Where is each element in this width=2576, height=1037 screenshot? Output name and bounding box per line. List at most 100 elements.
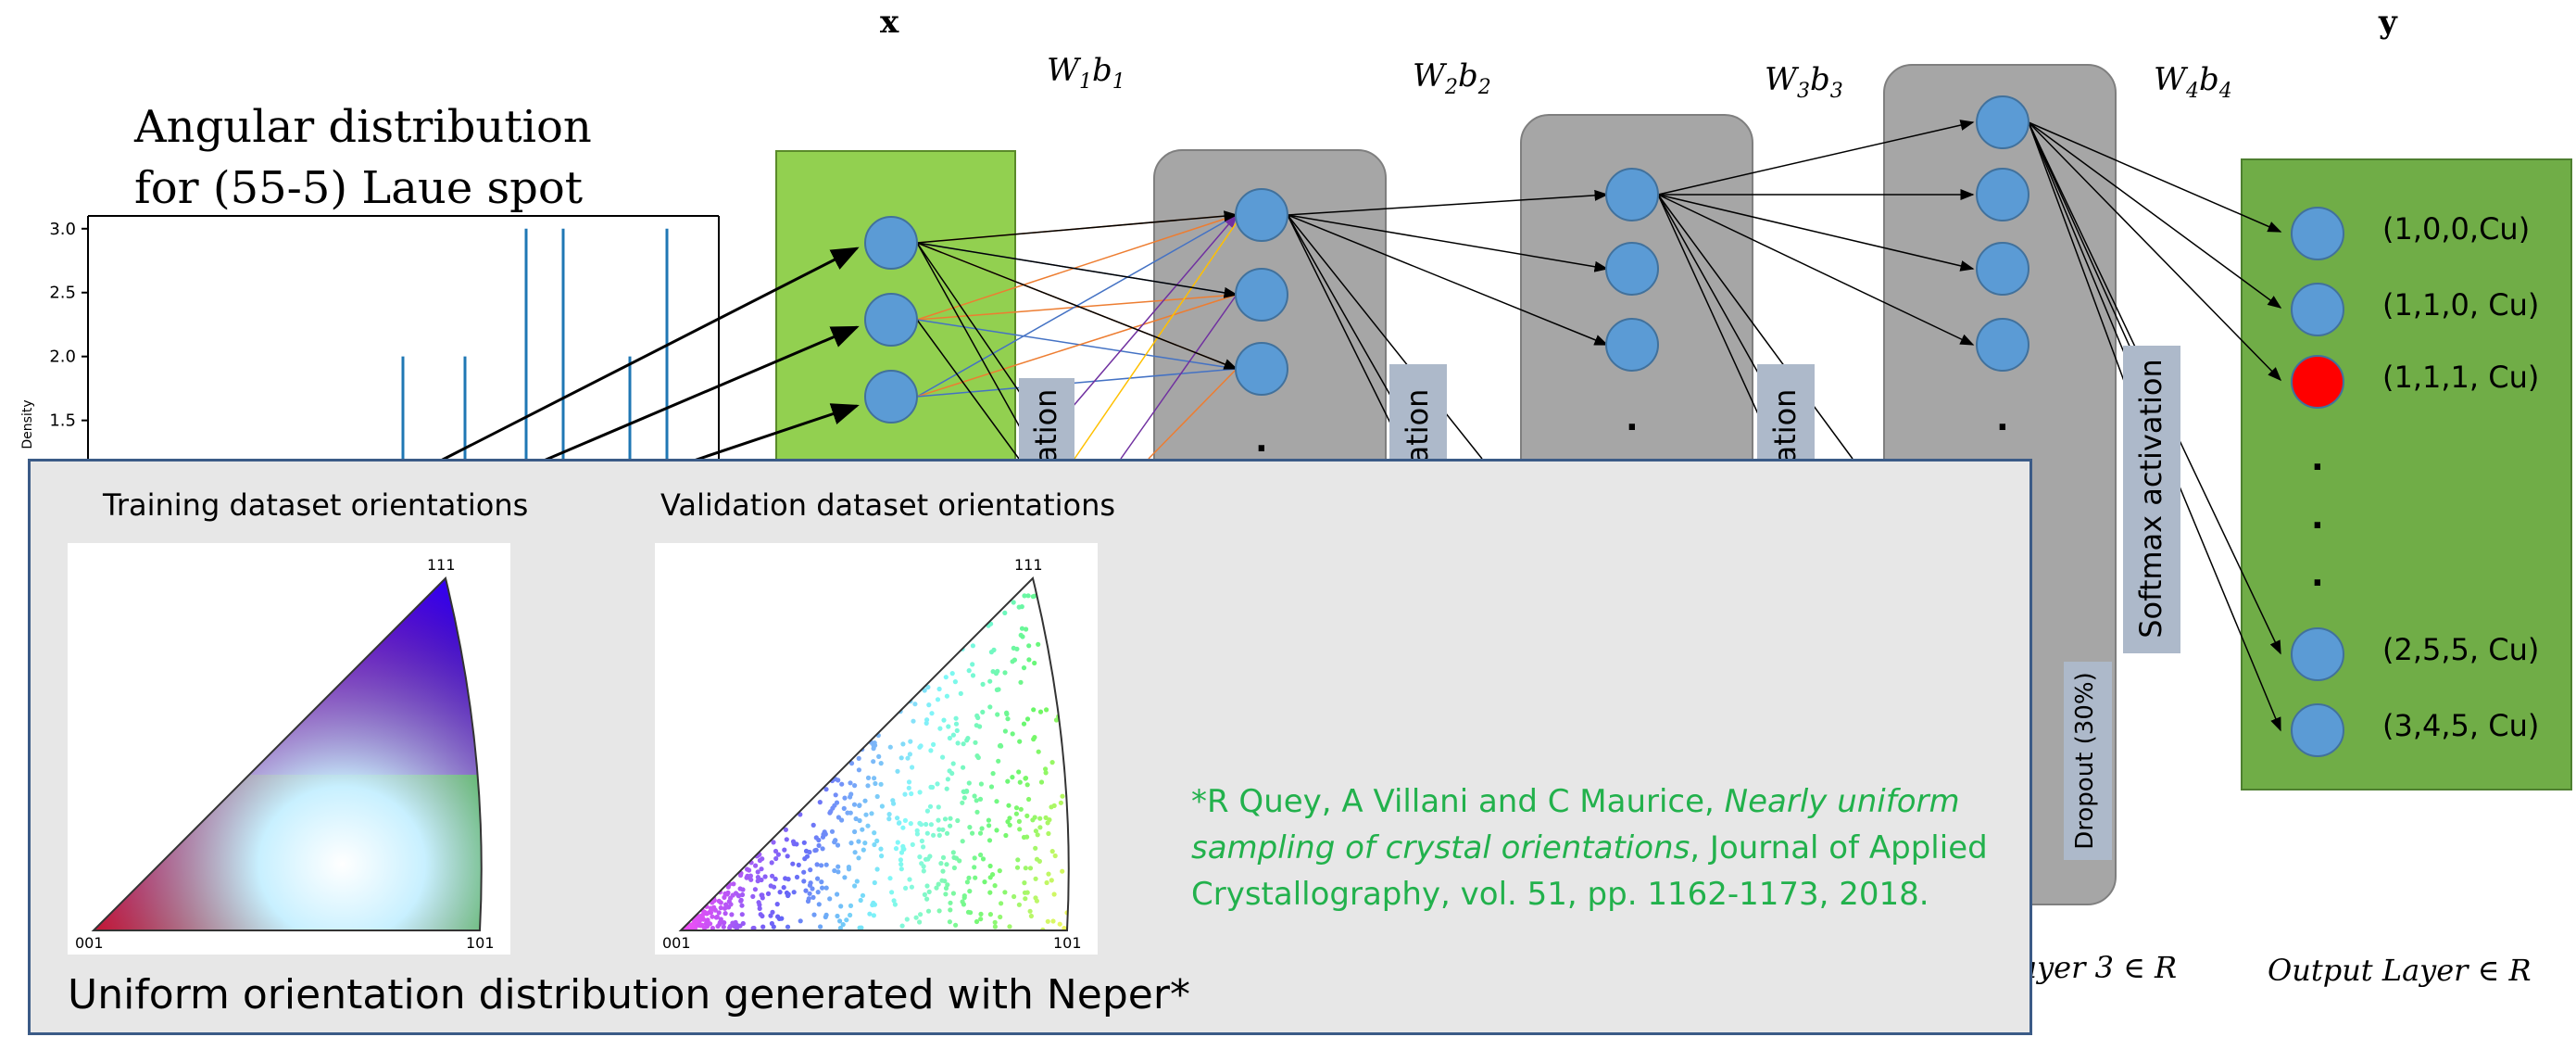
validation-orientation-point <box>906 779 912 785</box>
validation-orientation-point <box>977 796 984 802</box>
layer3-label: ayer 3 ∈ R <box>2019 950 2178 985</box>
hidden-neuron <box>1605 168 1659 221</box>
validation-orientation-point <box>801 879 807 884</box>
validation-orientation-point <box>977 830 984 836</box>
validation-orientation-point <box>1006 803 1012 808</box>
validation-orientation-point <box>755 879 760 884</box>
validation-orientation-point <box>1060 624 1065 629</box>
validation-orientation-point <box>810 894 816 900</box>
validation-orientation-point <box>774 902 780 907</box>
validation-orientation-point <box>987 863 993 869</box>
validation-ipf-triangle <box>678 576 1070 931</box>
hidden-neuron <box>1235 342 1288 396</box>
validation-orientation-point <box>807 891 812 896</box>
validation-orientation-point <box>993 671 999 677</box>
validation-orientation-point <box>785 854 790 859</box>
validation-orientation-point <box>898 857 903 863</box>
validation-orientation-point <box>918 912 924 917</box>
validation-orientation-point <box>961 741 966 747</box>
training-title: Training dataset orientations <box>103 487 529 523</box>
validation-orientation-point <box>942 816 949 822</box>
validation-orientation-point <box>773 876 778 882</box>
histogram-title-line2: for (55-5) Laue spot <box>134 162 584 214</box>
validation-orientation-point <box>927 854 933 859</box>
validation-orientation-point <box>961 902 966 907</box>
validation-orientation-point <box>1023 776 1028 781</box>
validation-orientation-point <box>923 856 929 862</box>
validation-orientation-point <box>944 693 949 699</box>
validation-orientation-point <box>922 688 927 693</box>
validation-orientation-point <box>1004 711 1010 717</box>
validation-orientation-point <box>801 840 807 845</box>
validation-orientation-point <box>1061 727 1066 733</box>
validation-orientation-point <box>715 923 721 930</box>
validation-orientation-point <box>947 735 952 741</box>
validation-orientation-point <box>1021 721 1027 727</box>
validation-orientation-point <box>987 704 993 710</box>
validation-orientation-point <box>1021 665 1027 671</box>
validation-orientation-point <box>886 816 892 822</box>
validation-orientation-point <box>998 914 1003 920</box>
validation-ipf: 111 001 101 <box>655 543 1098 955</box>
validation-orientation-point <box>1026 796 1032 803</box>
validation-orientation-point <box>878 761 884 766</box>
validation-orientation-point <box>878 781 884 787</box>
ellipsis-dot: . <box>2311 440 2324 478</box>
validation-orientation-point <box>852 783 858 789</box>
validation-orientation-point <box>1005 819 1011 825</box>
validation-orientation-point <box>947 919 952 925</box>
hidden-neuron <box>1976 242 2029 296</box>
validation-orientation-point <box>731 881 736 887</box>
hidden-neuron <box>1976 95 2029 149</box>
validation-orientation-point <box>1049 849 1055 854</box>
validation-orientation-point <box>1019 604 1024 610</box>
validation-orientation-point <box>1010 731 1015 737</box>
validation-orientation-point <box>770 909 775 915</box>
validation-orientation-point <box>710 925 716 930</box>
validation-orientation-point <box>995 712 1000 717</box>
ellipsis-dot: . <box>1626 400 1639 438</box>
ellipsis-dot: . <box>2311 499 2324 537</box>
validation-orientation-point <box>948 823 953 828</box>
validation-orientation-point <box>1013 805 1020 811</box>
validation-orientation-point <box>954 727 960 733</box>
validation-orientation-point <box>974 723 979 728</box>
output-neuron-active <box>2291 355 2344 409</box>
validation-orientation-point <box>1027 866 1034 871</box>
validation-orientation-point <box>785 892 791 897</box>
validation-orientation-point <box>1010 775 1015 780</box>
validation-orientation-point <box>973 740 978 745</box>
validation-orientation-point <box>990 771 996 777</box>
validation-orientation-point <box>945 882 950 888</box>
validation-orientation-point <box>744 875 749 880</box>
validation-orientation-point <box>895 768 900 774</box>
validation-orientation-point <box>940 854 947 860</box>
validation-orientation-point <box>1002 728 1008 734</box>
validation-orientation-point <box>950 761 956 766</box>
validation-orientation-point <box>820 846 825 852</box>
validation-orientation-point <box>929 711 935 716</box>
validation-orientation-point <box>910 841 915 847</box>
validation-orientation-point <box>721 920 726 926</box>
validation-orientation-point <box>1059 589 1064 595</box>
validation-orientation-point <box>953 922 959 928</box>
validation-orientation-point <box>1028 913 1034 919</box>
histogram-chart: 3.0 2.5 2.0 1.5 <box>49 215 720 459</box>
validation-orientation-point <box>936 804 941 810</box>
validation-orientation-point <box>839 781 845 787</box>
validation-orientation-point <box>948 816 953 821</box>
validation-orientation-point <box>1043 766 1049 772</box>
validation-orientation-point <box>898 755 904 761</box>
validation-orientation-point <box>965 909 972 915</box>
validation-orientation-point <box>852 850 858 855</box>
validation-orientation-point <box>952 679 958 685</box>
validation-orientation-point <box>739 892 746 898</box>
validation-orientation-point <box>887 876 893 881</box>
validation-orientation-point <box>967 825 973 830</box>
validation-orientation-point <box>854 879 860 884</box>
validation-orientation-point <box>846 865 851 870</box>
validation-orientation-point <box>906 785 911 790</box>
validation-orientation-point <box>1049 760 1055 765</box>
validation-orientation-point <box>986 817 991 823</box>
